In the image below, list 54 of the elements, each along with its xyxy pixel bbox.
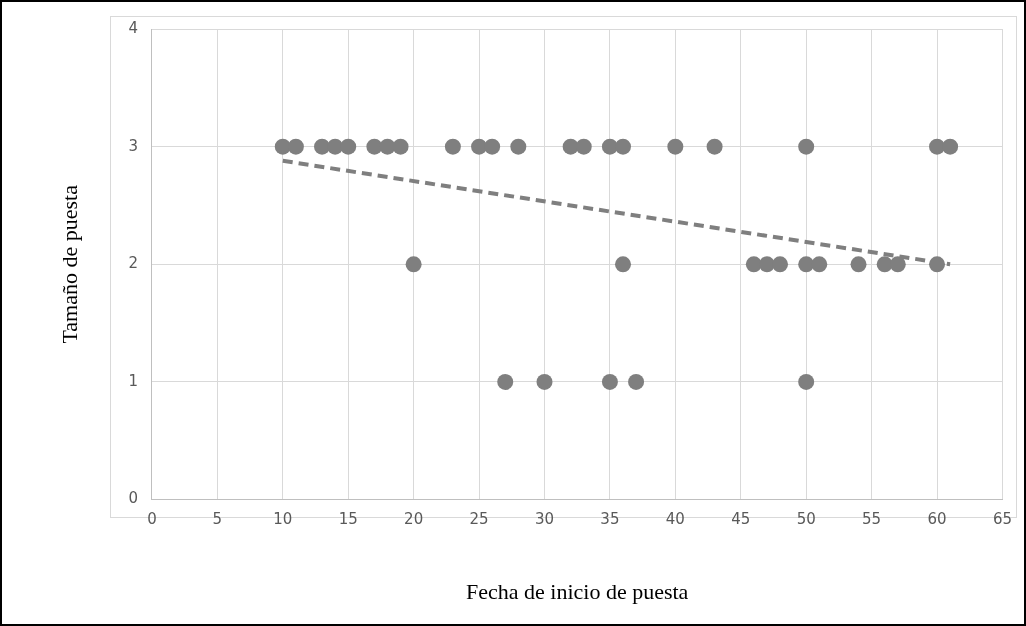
point bbox=[287, 138, 304, 155]
x-tick-label: 35 bbox=[600, 510, 620, 529]
x-tick-label: 15 bbox=[338, 510, 358, 529]
point bbox=[484, 138, 501, 155]
point bbox=[615, 138, 631, 155]
point bbox=[850, 256, 867, 273]
x-tick-label: 45 bbox=[731, 510, 751, 529]
point bbox=[444, 138, 461, 155]
point bbox=[889, 256, 906, 273]
x-tick-label: 10 bbox=[273, 510, 293, 529]
point bbox=[929, 138, 946, 155]
x-tick-label: 55 bbox=[862, 510, 882, 529]
y-tick-label: 4 bbox=[128, 18, 138, 37]
x-tick-label: 40 bbox=[665, 510, 685, 529]
x-axis-title: Fecha de inicio de puesta bbox=[466, 578, 689, 604]
point bbox=[510, 138, 527, 155]
x-tick-label: 60 bbox=[927, 510, 947, 529]
point bbox=[798, 373, 815, 390]
point bbox=[758, 256, 775, 273]
y-tick-label: 2 bbox=[128, 254, 138, 273]
point bbox=[811, 256, 828, 273]
point bbox=[314, 138, 331, 155]
point bbox=[497, 373, 514, 390]
y-tick-label: 1 bbox=[128, 371, 138, 390]
point bbox=[392, 138, 409, 155]
point bbox=[575, 138, 592, 155]
x-tick-label: 30 bbox=[534, 510, 555, 529]
x-tick-label: 0 bbox=[147, 510, 157, 529]
point bbox=[536, 373, 553, 390]
x-tick-label: 25 bbox=[469, 510, 489, 529]
y-tick-label: 3 bbox=[128, 136, 138, 155]
point bbox=[615, 256, 631, 273]
y-axis-title: Tamaño de puesta bbox=[56, 184, 82, 344]
x-tick-label: 20 bbox=[404, 510, 424, 529]
point bbox=[471, 138, 488, 155]
point bbox=[628, 373, 645, 390]
x-tick-label: 50 bbox=[796, 510, 816, 529]
point bbox=[366, 138, 383, 155]
point bbox=[601, 373, 618, 390]
point bbox=[798, 256, 815, 273]
point bbox=[601, 138, 618, 155]
y-tick-label: 0 bbox=[128, 489, 138, 508]
point bbox=[745, 256, 762, 273]
point bbox=[772, 256, 789, 273]
point bbox=[340, 138, 357, 155]
point bbox=[405, 256, 422, 273]
point bbox=[929, 256, 946, 273]
x-tick-label: 65 bbox=[992, 510, 1012, 529]
x-tick-label: 5 bbox=[212, 510, 223, 529]
point bbox=[798, 138, 815, 155]
point bbox=[667, 138, 684, 155]
point bbox=[942, 138, 959, 155]
point bbox=[706, 138, 723, 155]
point bbox=[327, 138, 344, 155]
